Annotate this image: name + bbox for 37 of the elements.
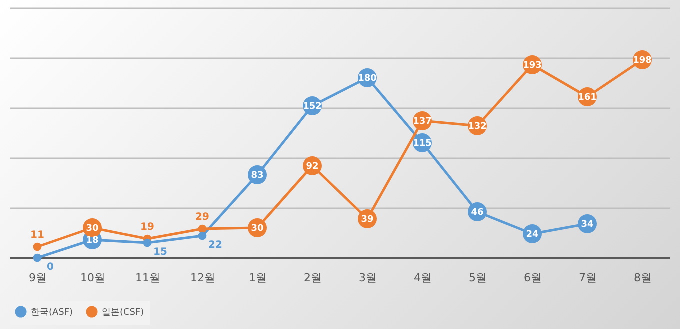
data-label: 137 <box>413 117 432 127</box>
data-label: 29 <box>196 212 210 223</box>
x-tick-label: 7월 <box>579 272 597 284</box>
data-label: 24 <box>526 230 539 240</box>
legend-label: 한국(ASF) <box>31 308 74 318</box>
data-label: 0 <box>47 262 54 273</box>
data-label: 180 <box>358 74 377 84</box>
data-label: 11 <box>30 230 44 241</box>
data-label: 198 <box>633 56 652 66</box>
data-label: 18 <box>86 236 99 246</box>
x-tick-label: 12월 <box>190 272 216 284</box>
x-tick-label: 10월 <box>80 272 106 284</box>
data-label: 39 <box>361 215 374 225</box>
data-label: 193 <box>523 61 542 71</box>
x-tick-label: 9월 <box>29 272 47 284</box>
data-label: 83 <box>251 171 264 181</box>
x-tick-label: 3월 <box>359 272 377 284</box>
legend-label: 일본(CSF) <box>102 308 144 318</box>
data-label: 30 <box>86 224 99 234</box>
data-label: 92 <box>306 162 319 172</box>
x-tick-label: 1월 <box>249 272 267 284</box>
data-label: 15 <box>154 247 168 258</box>
data-label: 19 <box>140 222 154 233</box>
x-tick-label: 8월 <box>634 272 652 284</box>
data-label: 161 <box>578 93 597 103</box>
x-tick-label: 11월 <box>136 272 160 284</box>
data-label: 46 <box>471 208 484 218</box>
data-label: 22 <box>208 240 222 251</box>
data-label: 152 <box>303 102 322 112</box>
data-label: 115 <box>413 139 432 149</box>
x-tick-label: 5월 <box>469 272 487 284</box>
data-label: 132 <box>468 122 487 132</box>
x-tick-label: 6월 <box>524 272 542 284</box>
x-tick-label: 4월 <box>414 272 432 284</box>
data-label: 34 <box>581 220 594 230</box>
x-tick-label: 2월 <box>304 272 322 284</box>
data-label: 30 <box>251 224 264 234</box>
